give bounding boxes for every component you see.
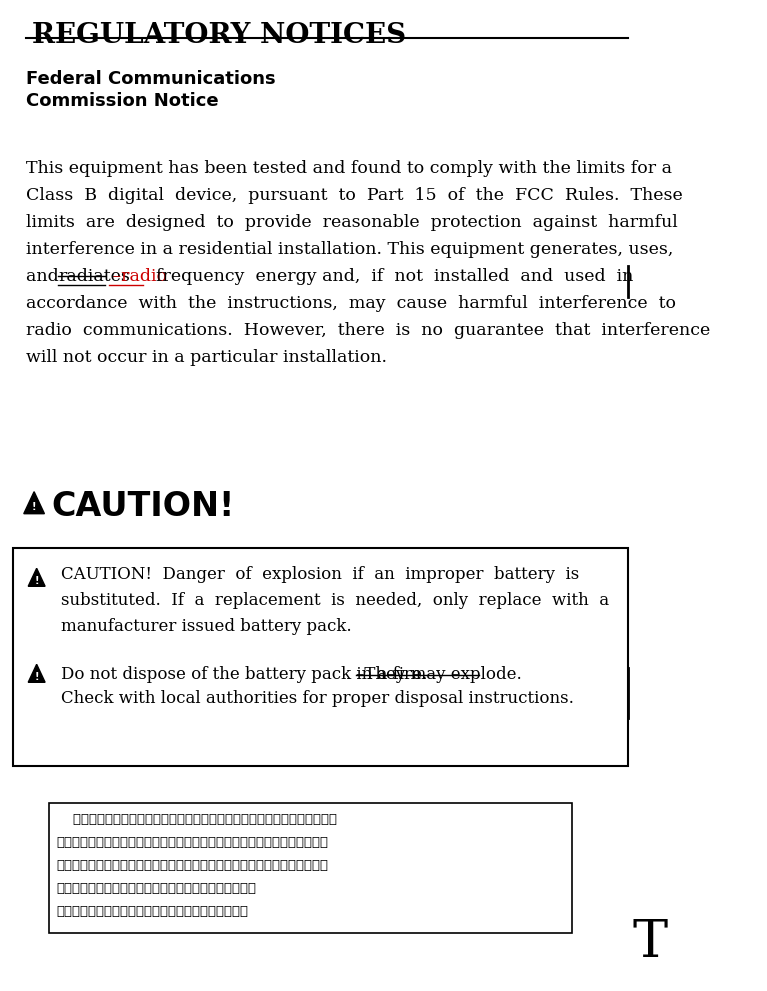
Text: –They may explode.: –They may explode. bbox=[356, 666, 522, 683]
Text: limits  are  designed  to  provide  reasonable  protection  against  harmful: limits are designed to provide reasonabl… bbox=[25, 214, 677, 231]
Text: T: T bbox=[633, 917, 668, 968]
Text: will not occur in a particular installation.: will not occur in a particular installat… bbox=[25, 349, 387, 366]
Polygon shape bbox=[28, 568, 45, 587]
Text: Do not dispose of the battery pack in a fire.: Do not dispose of the battery pack in a … bbox=[61, 666, 433, 683]
Text: 取扱説明書に従って正しい取り扱いをして下さい。: 取扱説明書に従って正しい取り扱いをして下さい。 bbox=[56, 905, 249, 918]
Text: REGULATORY NOTICES: REGULATORY NOTICES bbox=[32, 22, 407, 49]
Text: Federal Communications
Commission Notice: Federal Communications Commission Notice bbox=[25, 70, 275, 110]
Text: frequency  energy and,  if  not  installed  and  used  in: frequency energy and, if not installed a… bbox=[145, 268, 634, 285]
Text: を目的としていますが、この装置がラジオやテレビジョン受信機に近接して: を目的としていますが、この装置がラジオやテレビジョン受信機に近接して bbox=[56, 859, 328, 872]
Text: Class  B  digital  device,  pursuant  to  Part  15  of  the  FCC  Rules.  These: Class B digital device, pursuant to Part… bbox=[25, 187, 683, 204]
Text: !: ! bbox=[32, 502, 36, 512]
Text: and: and bbox=[25, 268, 69, 285]
Text: substituted.  If  a  replacement  is  needed,  only  replace  with  a: substituted. If a replacement is needed,… bbox=[61, 592, 610, 609]
Text: accordance  with  the  instructions,  may  cause  harmful  interference  to: accordance with the instructions, may ca… bbox=[25, 295, 676, 312]
FancyBboxPatch shape bbox=[13, 548, 628, 766]
Text: radiates: radiates bbox=[58, 268, 130, 285]
Text: Check with local authorities for proper disposal instructions.: Check with local authorities for proper … bbox=[61, 690, 574, 707]
Text: この装置は、情報処理装置等電波障害自主規制協議会（ＶＣＣＩ）の基準: この装置は、情報処理装置等電波障害自主規制協議会（ＶＣＣＩ）の基準 bbox=[56, 813, 337, 826]
Text: –radio: –radio bbox=[107, 268, 166, 285]
Text: interference in a residential installation. This equipment generates, uses,: interference in a residential installati… bbox=[25, 241, 673, 258]
Text: CAUTION!  Danger  of  explosion  if  an  improper  battery  is: CAUTION! Danger of explosion if an impro… bbox=[61, 566, 580, 583]
Text: !: ! bbox=[35, 576, 39, 586]
Text: radio  communications.  However,  there  is  no  guarantee  that  interference: radio communications. However, there is … bbox=[25, 322, 709, 339]
Text: !: ! bbox=[35, 672, 39, 682]
Text: CAUTION!: CAUTION! bbox=[51, 490, 235, 523]
Text: に基づくクラスＢ情報技術装置です。この装置は、家庭環境で使用すること: に基づくクラスＢ情報技術装置です。この装置は、家庭環境で使用すること bbox=[56, 836, 328, 849]
Polygon shape bbox=[28, 664, 45, 682]
Polygon shape bbox=[24, 492, 44, 513]
Text: 使用されると、受信障害を引き起こすことがあります。: 使用されると、受信障害を引き起こすことがあります。 bbox=[56, 882, 256, 895]
FancyBboxPatch shape bbox=[49, 803, 572, 933]
Text: This equipment has been tested and found to comply with the limits for a: This equipment has been tested and found… bbox=[25, 160, 672, 177]
Text: manufacturer issued battery pack.: manufacturer issued battery pack. bbox=[61, 618, 352, 635]
